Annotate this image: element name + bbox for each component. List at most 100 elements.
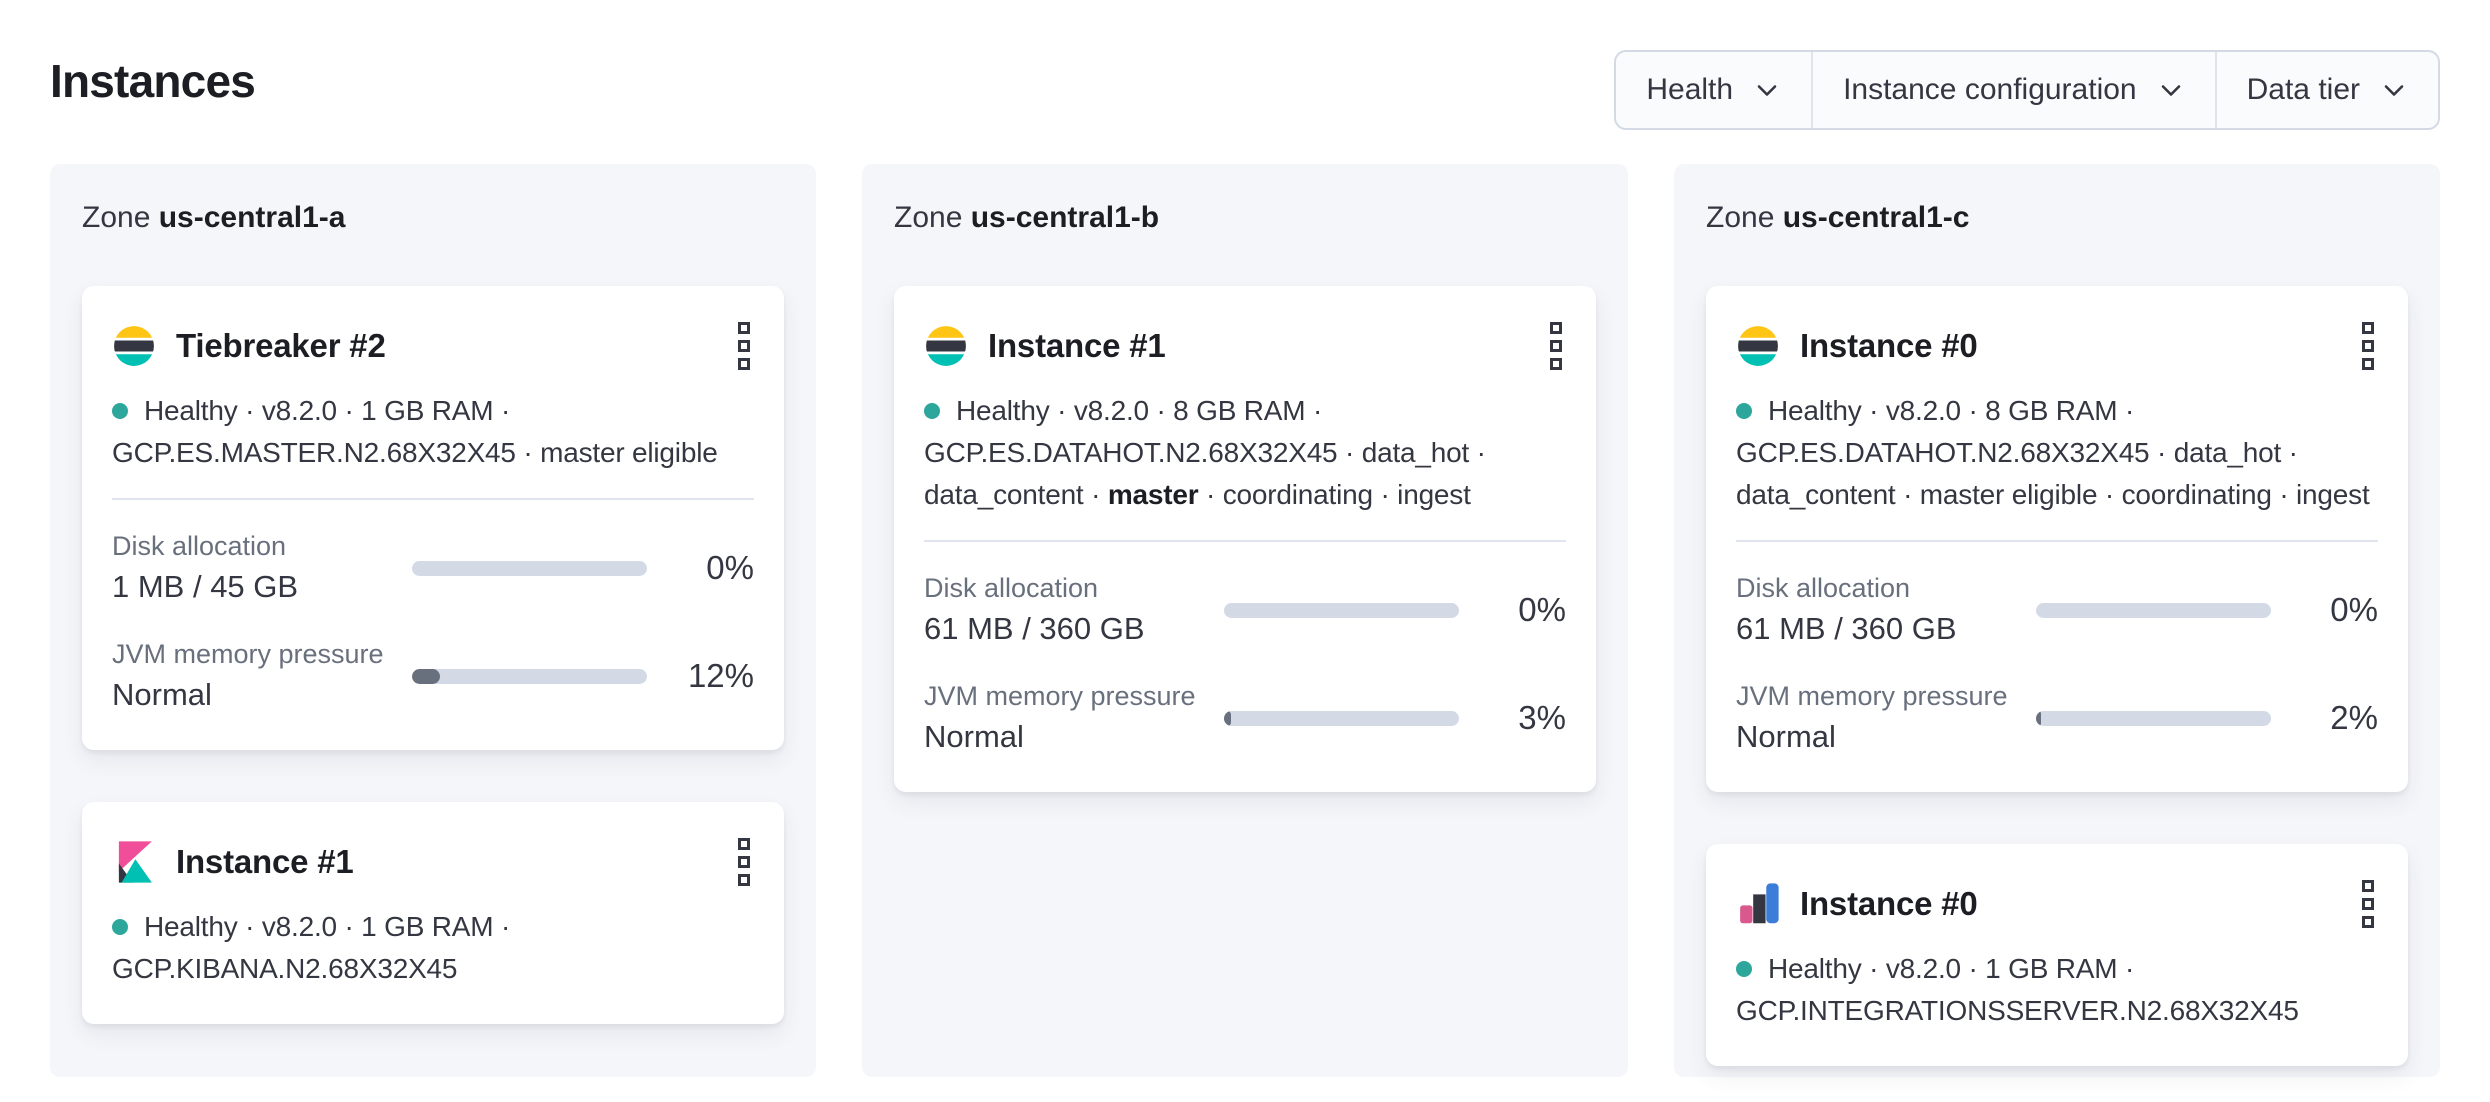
meta-line-1: Healthy · v8.2.0 · 1 GB RAM ·: [144, 395, 511, 426]
meta-line-1: Healthy · v8.2.0 · 8 GB RAM ·: [956, 395, 1323, 426]
metric-percent: 0%: [2330, 591, 2378, 628]
zone-cards: Tiebreaker #2 Healthy · v8.2.0 · 1 GB RA…: [82, 286, 784, 1024]
metric-label: Disk allocation: [112, 531, 287, 561]
card-divider: [1736, 540, 2378, 542]
instance-card: Instance #1 Healthy · v8.2.0 · 8 GB RAM …: [894, 286, 1596, 792]
instance-menu-button[interactable]: [1546, 320, 1566, 372]
instance-meta: Healthy · v8.2.0 · 1 GB RAM · GCP.ES.MAS…: [112, 390, 754, 474]
card-divider: [112, 498, 754, 500]
zone-panel-us-central1-c: Zone us-central1-c: [1674, 164, 2440, 1077]
metric-value: 61 MB / 360 GB: [1736, 611, 1957, 646]
card-header: Instance #0: [1736, 878, 2378, 930]
metric-value: 61 MB / 360 GB: [924, 611, 1145, 646]
jvm-progress-bar: [1224, 710, 1459, 726]
boxes-vertical-icon: [2362, 880, 2374, 892]
instance-card: Instance #1 Healthy · v8.2.0 · 1 GB RAM …: [82, 802, 784, 1024]
zone-label: Zone us-central1-b: [894, 200, 1596, 236]
instance-card: Instance #0 Healthy · v8.2.0 · 1 GB RAM …: [1706, 844, 2408, 1066]
zone-panel-us-central1-a: Zone us-central1-a: [50, 164, 816, 1077]
instance-title: Instance #1: [176, 843, 354, 880]
elasticsearch-logo-icon: [112, 324, 156, 368]
boxes-vertical-icon: [738, 838, 750, 850]
filter-instance-configuration-button[interactable]: Instance configuration: [1813, 52, 2217, 128]
zone-name: us-central1-c: [1782, 201, 1970, 234]
metric-value: Normal: [1736, 719, 1836, 754]
meta-line-1: Healthy · v8.2.0 · 1 GB RAM ·: [1768, 953, 2135, 984]
jvm-memory-pressure-row: JVM memory pressure Normal 2%: [1736, 678, 2378, 758]
progress-fill: [1224, 710, 1232, 726]
instance-title: Tiebreaker #2: [176, 327, 386, 364]
boxes-vertical-icon: [738, 322, 750, 334]
instance-menu-button[interactable]: [2358, 878, 2378, 930]
instance-meta: Healthy · v8.2.0 · 1 GB RAM · GCP.KIBANA…: [112, 906, 754, 990]
meta-line-3: data_content · master eligible · coordin…: [1736, 479, 2370, 510]
health-status-dot: [1736, 403, 1752, 419]
metric-value: Normal: [112, 677, 212, 712]
elasticsearch-logo-icon: [1736, 324, 1780, 368]
disk-allocation-progress-bar: [2036, 602, 2271, 618]
instance-card: Tiebreaker #2 Healthy · v8.2.0 · 1 GB RA…: [82, 286, 784, 750]
health-status-dot: [924, 403, 940, 419]
integrations-server-logo-icon: [1736, 882, 1780, 926]
metric-percent: 2%: [2330, 699, 2378, 736]
zone-cards: Instance #0 Healthy · v8.2.0 · 8 GB RAM …: [1706, 286, 2408, 1066]
disk-allocation-progress-bar: [1224, 602, 1459, 618]
chevron-down-icon: [2161, 85, 2180, 96]
zones-row: Zone us-central1-a: [0, 164, 2490, 1077]
boxes-vertical-icon: [1550, 322, 1562, 334]
meta-line-2: GCP.ES.DATAHOT.N2.68X32X45 · data_hot ·: [924, 437, 1486, 468]
filter-health-label: Health: [1646, 73, 1734, 106]
filter-group: Health Instance configuration Data tier: [1614, 50, 2440, 130]
card-divider: [924, 540, 1566, 542]
instance-title: Instance #0: [1800, 885, 1978, 922]
card-header: Tiebreaker #2: [112, 320, 754, 372]
zone-label: Zone us-central1-c: [1706, 200, 2408, 236]
filter-instance-configuration-label: Instance configuration: [1843, 73, 2137, 106]
zone-label-prefix: Zone: [82, 201, 151, 234]
instance-card: Instance #0 Healthy · v8.2.0 · 8 GB RAM …: [1706, 286, 2408, 792]
zone-name: us-central1-b: [970, 201, 1160, 234]
disk-allocation-row: Disk allocation 61 MB / 360 GB 0%: [924, 570, 1566, 650]
filter-data-tier-button[interactable]: Data tier: [2217, 52, 2438, 128]
kibana-logo-icon: [112, 840, 156, 884]
meta-line-2: GCP.ES.MASTER.N2.68X32X45 · master eligi…: [112, 437, 718, 468]
metric-value: Normal: [924, 719, 1024, 754]
master-role-bold: master: [1107, 479, 1199, 510]
instance-menu-button[interactable]: [734, 836, 754, 888]
jvm-memory-pressure-row: JVM memory pressure Normal 12%: [112, 636, 754, 716]
instance-meta: Healthy · v8.2.0 · 8 GB RAM · GCP.ES.DAT…: [1736, 390, 2378, 516]
elasticsearch-logo-icon: [924, 324, 968, 368]
zone-label-prefix: Zone: [894, 201, 963, 234]
metric-percent: 3%: [1518, 699, 1566, 736]
filter-health-button[interactable]: Health: [1616, 52, 1814, 128]
meta-line-1: Healthy · v8.2.0 · 8 GB RAM ·: [1768, 395, 2135, 426]
instance-menu-button[interactable]: [734, 320, 754, 372]
zone-cards: Instance #1 Healthy · v8.2.0 · 8 GB RAM …: [894, 286, 1596, 792]
disk-allocation-row: Disk allocation 1 MB / 45 GB 0%: [112, 528, 754, 608]
meta-line-2: GCP.KIBANA.N2.68X32X45: [112, 953, 458, 984]
instance-menu-button[interactable]: [2358, 320, 2378, 372]
meta-line-2: GCP.INTEGRATIONSSERVER.N2.68X32X45: [1736, 995, 2299, 1026]
boxes-vertical-icon: [2362, 322, 2374, 334]
page-title: Instances: [50, 55, 256, 107]
metric-label: Disk allocation: [924, 573, 1099, 603]
progress-fill: [412, 668, 441, 684]
card-header: Instance #1: [924, 320, 1566, 372]
zone-name: us-central1-a: [158, 201, 346, 234]
zone-label: Zone us-central1-a: [82, 200, 784, 236]
metric-percent: 12%: [687, 657, 754, 694]
health-status-dot: [112, 919, 128, 935]
disk-allocation-row: Disk allocation 61 MB / 360 GB 0%: [1736, 570, 2378, 650]
metric-label: Disk allocation: [1736, 573, 1911, 603]
jvm-progress-bar: [412, 668, 647, 684]
meta-line-1: Healthy · v8.2.0 · 1 GB RAM ·: [144, 911, 511, 942]
instance-title: Instance #1: [988, 327, 1166, 364]
card-header: Instance #0: [1736, 320, 2378, 372]
metric-label: JVM memory pressure: [924, 681, 1196, 711]
meta-line-3: data_content · master · coordinating · i…: [924, 479, 1471, 510]
jvm-memory-pressure-row: JVM memory pressure Normal 3%: [924, 678, 1566, 758]
chevron-down-icon: [2384, 85, 2404, 96]
instance-meta: Healthy · v8.2.0 · 1 GB RAM · GCP.INTEGR…: [1736, 948, 2378, 1032]
health-status-dot: [112, 403, 128, 419]
